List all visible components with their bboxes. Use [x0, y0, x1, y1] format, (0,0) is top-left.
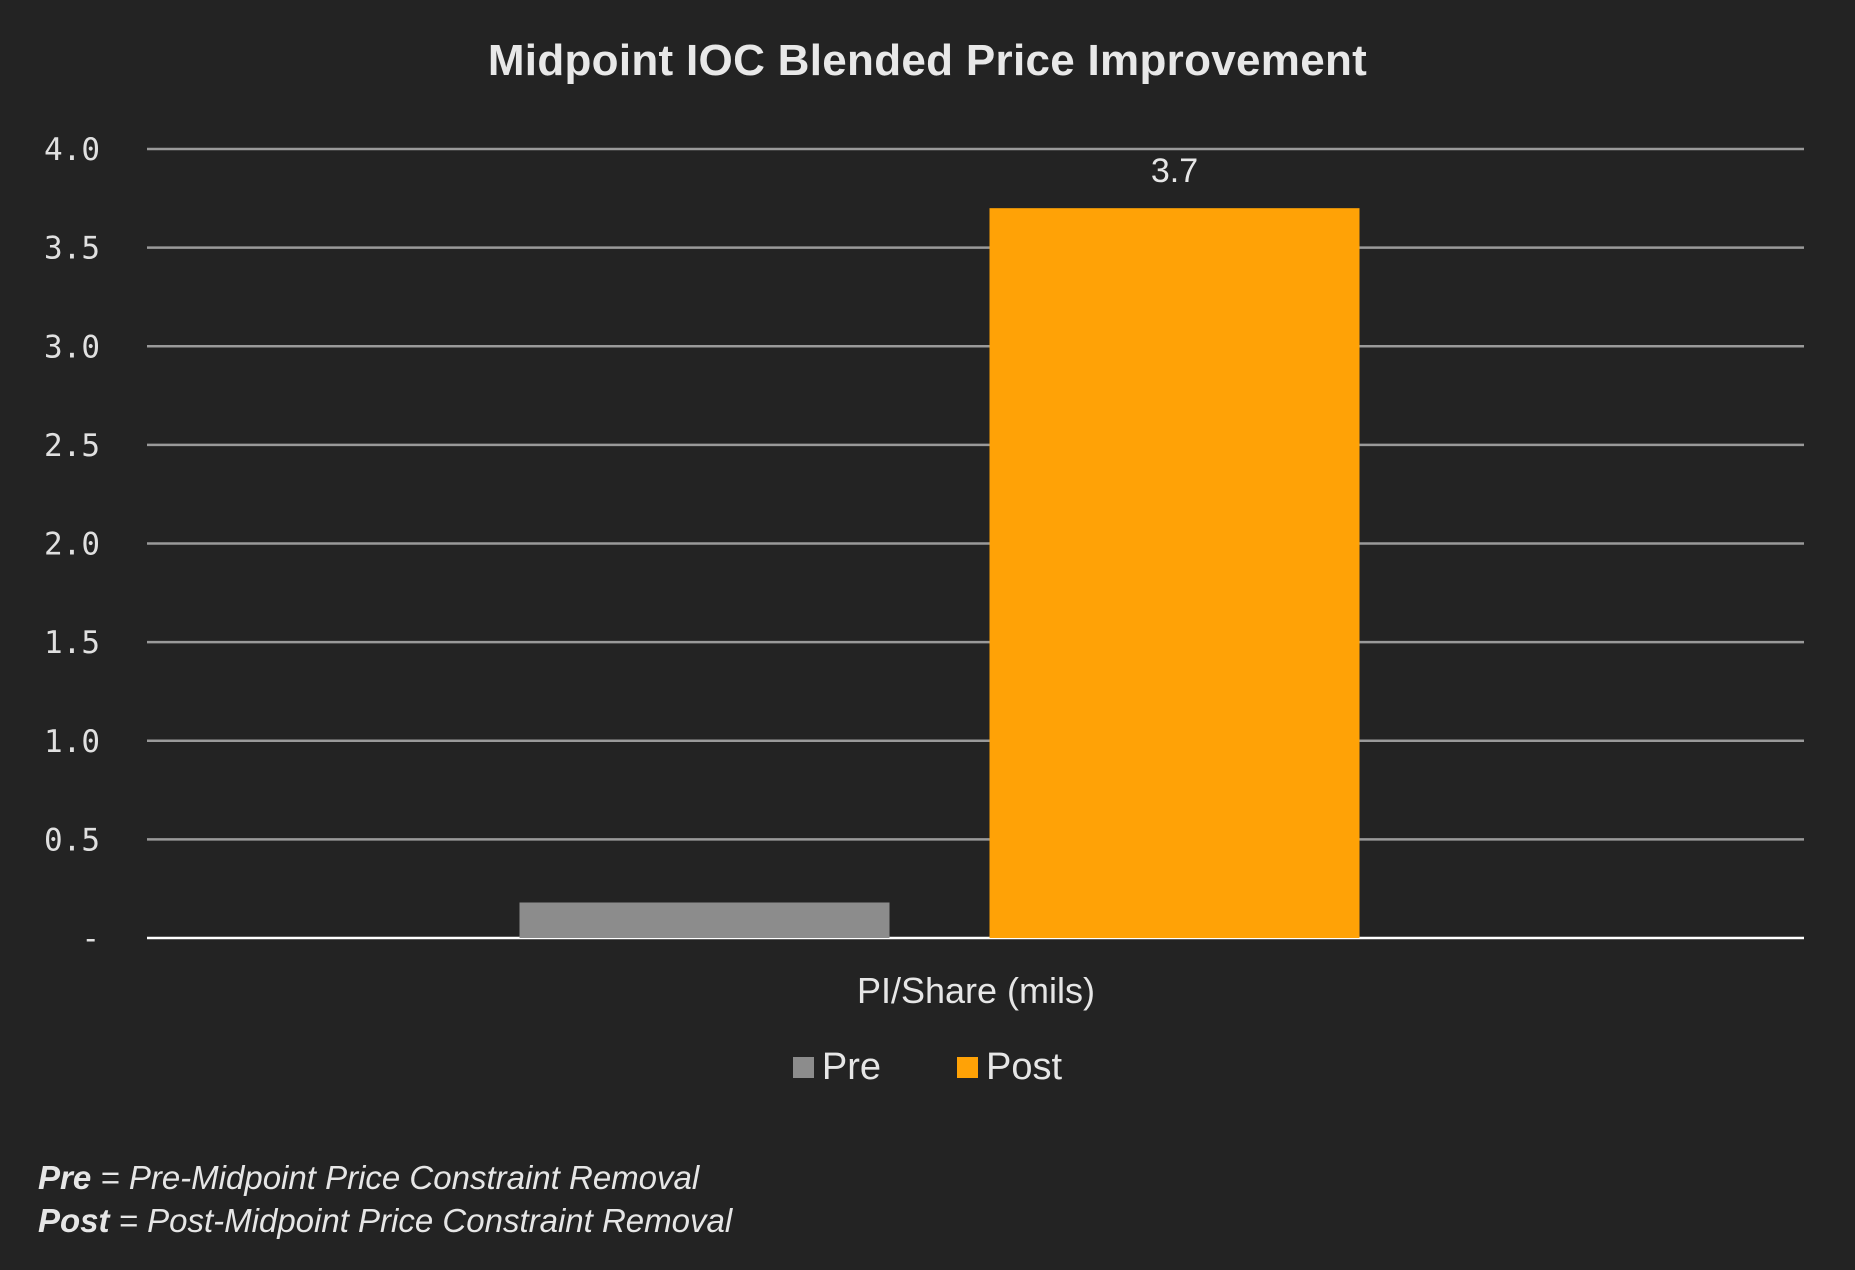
- y-tick-label: 2.5: [44, 428, 100, 464]
- bar-pre: [519, 902, 890, 938]
- legend-item-post: Post: [957, 1046, 1062, 1089]
- footnote-pre: Pre = Pre-Midpoint Price Constraint Remo…: [38, 1156, 732, 1199]
- footnote-text-pre: = Pre-Midpoint Price Constraint Removal: [91, 1159, 700, 1196]
- footnote-term-pre: Pre: [38, 1159, 92, 1196]
- legend-swatch-post: [957, 1057, 979, 1078]
- y-tick-label: 0.5: [44, 822, 100, 858]
- y-tick-label: 2.0: [44, 527, 100, 563]
- legend-label-pre: Pre: [821, 1046, 882, 1088]
- y-tick-label: 3.0: [44, 329, 100, 365]
- y-tick-label: 3.5: [44, 231, 100, 267]
- footnotes: Pre = Pre-Midpoint Price Constraint Remo…: [38, 1156, 732, 1242]
- footnote-post: Post = Post-Midpoint Price Constraint Re…: [38, 1199, 732, 1242]
- footnote-term-post: Post: [38, 1202, 110, 1239]
- bar-post: [989, 208, 1360, 939]
- y-tick-label: 1.5: [44, 625, 100, 661]
- data-label-post: 3.7: [1151, 152, 1198, 190]
- gridlines: [147, 147, 1804, 841]
- bars: [519, 208, 1360, 939]
- y-tick-label: 1.0: [44, 724, 100, 760]
- y-tick-label: 4.0: [44, 132, 100, 168]
- x-category-label: PI/Share (mils): [857, 970, 1095, 1011]
- y-tick-label: -: [81, 921, 100, 957]
- legend-label-post: Post: [986, 1046, 1063, 1088]
- chart-title: Midpoint IOC Blended Price Improvement: [487, 36, 1368, 85]
- legend-item-pre: Pre: [792, 1046, 882, 1089]
- footnote-text-post: = Post-Midpoint Price Constraint Removal: [109, 1202, 733, 1239]
- labels: 3.7 PI/Share (mils): [857, 152, 1198, 1011]
- y-axis: - 0.5 1.0 1.5 2.0 2.5 3.0 3.5 4.0: [44, 132, 1804, 957]
- legend-swatch-pre: [792, 1057, 814, 1078]
- legend: Pre Post: [0, 1046, 1855, 1089]
